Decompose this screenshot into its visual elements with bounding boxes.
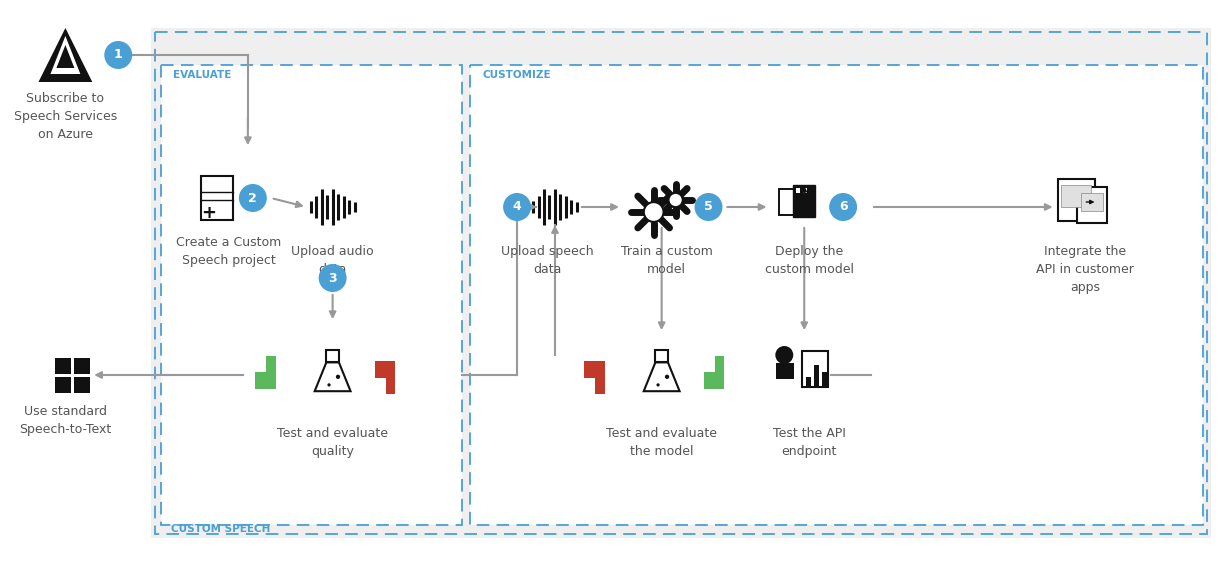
Bar bbox=[470, 65, 1203, 525]
Text: 3: 3 bbox=[329, 272, 337, 285]
Text: 4: 4 bbox=[512, 200, 522, 213]
Polygon shape bbox=[57, 45, 74, 68]
Polygon shape bbox=[50, 36, 80, 74]
Text: Upload speech
data: Upload speech data bbox=[501, 245, 593, 276]
Circle shape bbox=[336, 375, 340, 379]
Bar bbox=[1057, 179, 1096, 221]
Bar bbox=[806, 377, 811, 387]
Polygon shape bbox=[255, 372, 276, 389]
Text: Train a custom
model: Train a custom model bbox=[620, 245, 713, 276]
Polygon shape bbox=[644, 362, 680, 391]
Text: Test and evaluate
the model: Test and evaluate the model bbox=[606, 427, 718, 458]
Bar bbox=[777, 363, 794, 379]
Text: Test and evaluate
quality: Test and evaluate quality bbox=[277, 427, 388, 458]
Circle shape bbox=[239, 184, 267, 212]
Text: Deploy the
custom model: Deploy the custom model bbox=[764, 245, 854, 276]
Bar bbox=[326, 350, 339, 362]
Bar bbox=[161, 65, 462, 525]
Bar bbox=[1082, 193, 1103, 211]
Text: Test the API
endpoint: Test the API endpoint bbox=[773, 427, 846, 458]
Circle shape bbox=[656, 383, 660, 387]
Polygon shape bbox=[596, 378, 604, 394]
Circle shape bbox=[776, 346, 793, 364]
Text: 6: 6 bbox=[838, 200, 847, 213]
Bar bbox=[55, 377, 71, 393]
Polygon shape bbox=[266, 356, 276, 372]
Bar bbox=[779, 189, 798, 215]
Text: Create a Custom
Speech project: Create a Custom Speech project bbox=[176, 236, 282, 267]
Text: EVALUATE: EVALUATE bbox=[174, 70, 231, 80]
Bar bbox=[814, 365, 819, 387]
Text: Upload audio
data: Upload audio data bbox=[292, 245, 374, 276]
Circle shape bbox=[503, 193, 531, 221]
Bar bbox=[74, 358, 90, 374]
Circle shape bbox=[327, 383, 331, 387]
Bar bbox=[1061, 185, 1092, 207]
Polygon shape bbox=[704, 372, 725, 389]
Text: 2: 2 bbox=[249, 191, 257, 204]
Text: 5: 5 bbox=[704, 200, 713, 213]
Bar bbox=[796, 188, 800, 193]
Bar bbox=[74, 377, 90, 393]
Text: +: + bbox=[202, 204, 217, 222]
Polygon shape bbox=[385, 378, 395, 394]
Bar bbox=[804, 188, 808, 193]
Circle shape bbox=[694, 193, 723, 221]
Text: Use standard
Speech-to-Text: Use standard Speech-to-Text bbox=[20, 405, 112, 436]
Polygon shape bbox=[374, 361, 395, 378]
Text: 1: 1 bbox=[113, 49, 123, 62]
Bar bbox=[793, 185, 815, 217]
Circle shape bbox=[650, 208, 657, 216]
Bar bbox=[201, 176, 233, 220]
Polygon shape bbox=[38, 28, 92, 82]
Text: Integrate the
API in customer
apps: Integrate the API in customer apps bbox=[1037, 245, 1134, 294]
Text: CUSTOM SPEECH: CUSTOM SPEECH bbox=[171, 524, 271, 534]
Polygon shape bbox=[715, 356, 725, 372]
Bar bbox=[822, 372, 827, 387]
Bar bbox=[803, 351, 828, 387]
Circle shape bbox=[644, 202, 664, 222]
Polygon shape bbox=[315, 362, 351, 391]
Text: CUSTOMIZE: CUSTOMIZE bbox=[483, 70, 550, 80]
Polygon shape bbox=[583, 361, 604, 378]
Circle shape bbox=[673, 197, 678, 203]
Circle shape bbox=[830, 193, 857, 221]
Bar bbox=[655, 350, 668, 362]
Bar bbox=[155, 32, 1208, 534]
Circle shape bbox=[668, 193, 683, 207]
Bar bbox=[151, 28, 1211, 538]
Bar bbox=[1077, 187, 1108, 223]
Circle shape bbox=[319, 264, 347, 292]
Circle shape bbox=[665, 375, 670, 379]
Text: Subscribe to
Speech Services
on Azure: Subscribe to Speech Services on Azure bbox=[14, 92, 117, 141]
Bar bbox=[55, 358, 71, 374]
Circle shape bbox=[105, 41, 132, 69]
